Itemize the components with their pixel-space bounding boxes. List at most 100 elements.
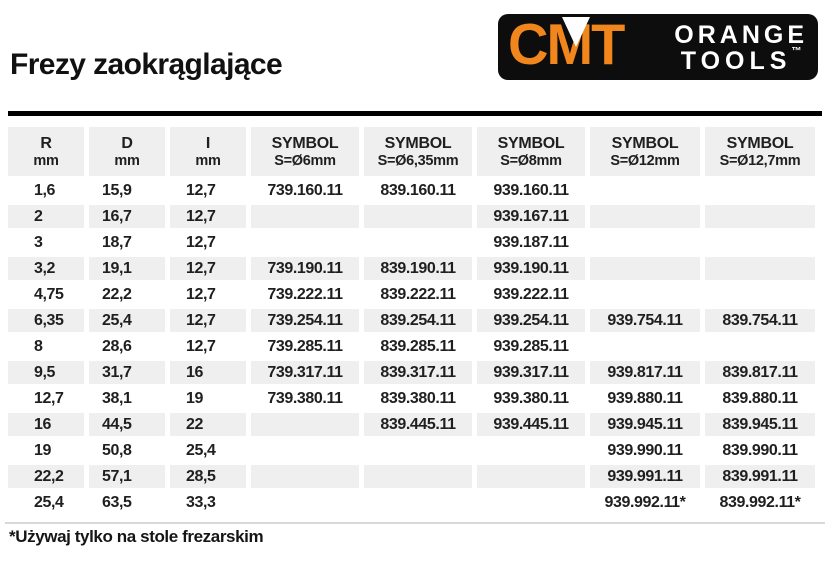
cell-symbol [251, 205, 359, 228]
cell-symbol: 939.222.11 [493, 285, 569, 303]
cell-symbol: 739.317.11 [251, 361, 359, 384]
table-row: 9,5 31,7 16 739.317.11 839.317.11 939.317.11 9… [8, 361, 815, 384]
column-header: SYMBOL S=Ø6mm [251, 127, 359, 176]
cell-symbol: 739.222.11 [267, 285, 343, 303]
column-header-line2: S=Ø6,35mm [377, 152, 459, 169]
column-header: SYMBOL S=Ø12mm [590, 127, 700, 176]
cell-symbol: 939.187.11 [493, 233, 569, 251]
table-row: 16 44,5 22 839.445.11 939.445.11 939.945.11 83… [8, 413, 815, 436]
cell-diameter: 50,8 [102, 441, 132, 459]
cell-symbol: 939.880.11 [607, 389, 683, 407]
cell-symbol [251, 491, 359, 514]
cell-length: 12,7 [170, 257, 246, 280]
cell-symbol [477, 439, 585, 462]
table-row: 2 16,7 12,7 939.167.11 [8, 205, 815, 228]
column-header-line1: D [121, 134, 133, 152]
cell-symbol: 939.167.11 [477, 205, 585, 228]
cell-symbol: 939.380.11 [493, 389, 569, 407]
cell-symbol: 839.880.11 [722, 389, 798, 407]
cell-diameter: 22,2 [102, 285, 132, 303]
cell-symbol: 739.380.11 [267, 389, 343, 407]
cell-symbol [705, 231, 815, 254]
triangle-notch-icon [562, 17, 590, 47]
cell-radius: 22,2 [8, 465, 84, 488]
cell-symbol [705, 205, 815, 228]
cell-symbol: 939.754.11 [590, 309, 700, 332]
cell-diameter: 19,1 [89, 257, 165, 280]
column-header: SYMBOL S=Ø12,7mm [705, 127, 815, 176]
column-header-line2: S=Ø12,7mm [719, 152, 801, 169]
cell-symbol: 939.990.11 [607, 441, 683, 459]
cell-diameter: 31,7 [89, 361, 165, 384]
cell-symbol [705, 257, 815, 280]
cell-symbol [477, 465, 585, 488]
cell-radius: 3 [34, 233, 43, 251]
footer-rule [5, 522, 825, 524]
cell-symbol [364, 465, 472, 488]
cell-symbol: 739.285.11 [267, 337, 343, 355]
column-header-line1: SYMBOL [611, 134, 679, 152]
cell-symbol: 839.317.11 [364, 361, 472, 384]
cell-symbol: 739.190.11 [251, 257, 359, 280]
cell-symbol: 839.991.11 [705, 465, 815, 488]
column-header: SYMBOL S=Ø8mm [477, 127, 585, 176]
cell-symbol [705, 283, 815, 306]
cell-symbol: 939.285.11 [493, 337, 569, 355]
cell-radius: 6,35 [8, 309, 84, 332]
cell-symbol: 839.945.11 [705, 413, 815, 436]
cell-symbol [364, 439, 472, 462]
cell-length: 12,7 [170, 309, 246, 332]
wordmark-tools: TOOLS™ [680, 46, 802, 75]
cell-radius: 16 [8, 413, 84, 436]
cell-symbol [251, 465, 359, 488]
cell-symbol [590, 231, 700, 254]
cmt-logo: CMT ORANGE TOOLS™ [498, 14, 818, 80]
cell-symbol: 839.285.11 [380, 337, 456, 355]
cell-symbol: 939.445.11 [477, 413, 585, 436]
cell-symbol: 839.222.11 [380, 285, 456, 303]
cell-length: 12,7 [170, 205, 246, 228]
cell-symbol: 939.254.11 [477, 309, 585, 332]
cell-diameter: 15,9 [102, 181, 132, 199]
wordmark-orange: ORANGE [674, 21, 808, 49]
column-header-line2: mm [114, 152, 140, 169]
cell-symbol: 839.817.11 [705, 361, 815, 384]
cell-diameter: 44,5 [89, 413, 165, 436]
cell-symbol: 939.317.11 [477, 361, 585, 384]
trademark-symbol: ™ [791, 46, 802, 57]
table-body: 1,6 15,9 12,7 739.160.11 839.160.11 939.160.1… [8, 179, 815, 514]
cell-radius: 1,6 [34, 181, 56, 199]
table-row: 6,35 25,4 12,7 739.254.11 839.254.11 939.254.… [8, 309, 815, 332]
title-rule [8, 111, 822, 116]
cell-radius: 8 [34, 337, 43, 355]
cell-symbol: 939.190.11 [477, 257, 585, 280]
cell-symbol [590, 205, 700, 228]
cell-radius: 2 [8, 205, 84, 228]
cell-diameter: 25,4 [89, 309, 165, 332]
cell-symbol: 939.991.11 [590, 465, 700, 488]
table-row: 25,4 63,5 33,3 939.992.11* 839.992.11* [8, 491, 815, 514]
cell-length: 12,7 [186, 181, 216, 199]
column-header-line1: R [40, 134, 52, 152]
cell-symbol [364, 205, 472, 228]
page-title: Frezy zaokrąglające [10, 48, 283, 81]
table-row: 3 18,7 12,7 939.187.11 [8, 231, 815, 254]
cell-symbol: 839.445.11 [364, 413, 472, 436]
cell-diameter: 38,1 [102, 389, 132, 407]
column-header-line2: S=Ø12mm [610, 152, 680, 169]
table-row: 4,75 22,2 12,7 739.222.11 839.222.11 939.222.… [8, 283, 815, 306]
cell-length: 12,7 [186, 285, 216, 303]
column-header-line1: SYMBOL [726, 134, 794, 152]
cell-diameter: 28,6 [102, 337, 132, 355]
cell-length: 12,7 [186, 337, 216, 355]
cell-symbol: 939.945.11 [590, 413, 700, 436]
cell-symbol [590, 283, 700, 306]
cell-symbol: 839.754.11 [705, 309, 815, 332]
cell-diameter: 18,7 [102, 233, 132, 251]
cell-symbol [251, 231, 359, 254]
cell-radius: 25,4 [34, 493, 64, 511]
